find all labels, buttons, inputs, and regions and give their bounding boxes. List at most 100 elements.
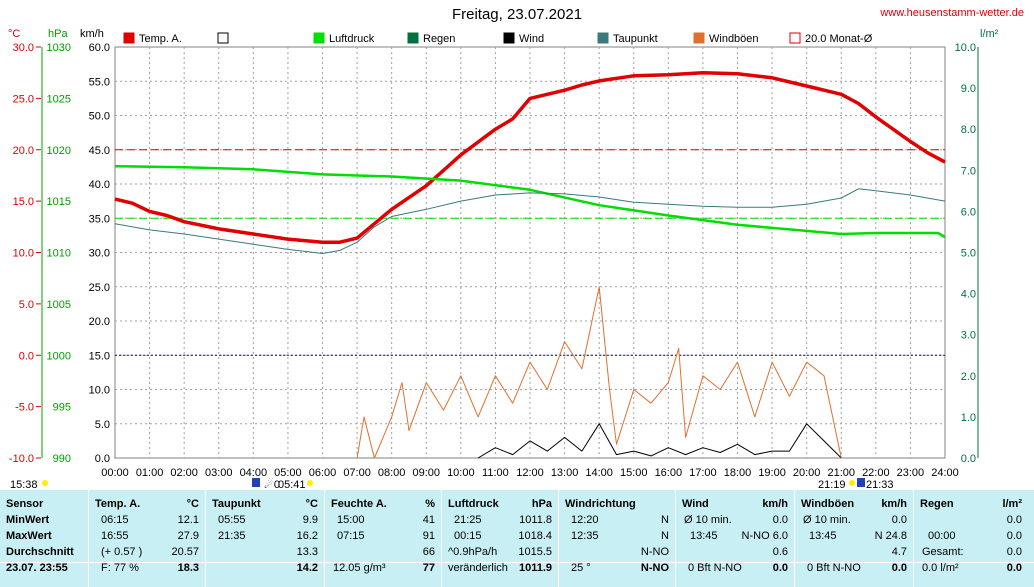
time-tick-label: 17:00 — [689, 467, 717, 479]
wind-tick-label: 40.0 — [89, 179, 110, 191]
time-tick-label: 24:00 — [931, 467, 959, 479]
legend-swatch — [503, 32, 515, 44]
time-tick-label: 14:00 — [585, 467, 613, 479]
stats-col-humidity: Feuchte A. % 15:00 41 07:15 91 66 12.05 … — [325, 490, 441, 587]
col-divider — [88, 490, 89, 587]
time-tick-label: 13:00 — [551, 467, 579, 479]
gusts-header: Windböen — [801, 498, 855, 510]
pressure-avg-value: 1015.5 — [518, 546, 552, 558]
gusts-avg-value: 4.7 — [891, 546, 907, 558]
pressure-tick-label: 1020 — [47, 145, 71, 157]
temp-tick-label: -10.0 — [9, 453, 34, 465]
wind-header: Wind — [682, 498, 709, 510]
time-tick-label: 06:00 — [309, 467, 337, 479]
rain-max-time: 00:00 — [928, 530, 956, 542]
wind-tick-label: 45.0 — [89, 145, 110, 157]
pressure-trend: ^0.9hPa/h — [448, 546, 498, 558]
temp-tick-label: 20.0 — [13, 145, 34, 157]
wind-unit-label: km/h — [80, 28, 104, 40]
temp-unit-label: °C — [8, 28, 20, 40]
pressure-tick-label: 1025 — [47, 93, 71, 105]
rain-tick-label: 0.0 — [961, 453, 976, 465]
wind-max-value: N-NO 6.0 — [741, 530, 788, 542]
sunrise-marker: ☄0 — [264, 478, 280, 490]
site-url[interactable]: www.heusenstamm-wetter.de — [880, 7, 1024, 19]
legend-label: 20.0 Monat-Ø — [805, 33, 873, 45]
pressure-tick-label: 995 — [53, 402, 71, 414]
chart-axes: 00:00 01:00 02:00 03:00 04:00 05:00 06:00 07:00… — [8, 28, 999, 490]
time-tick-label: 11:00 — [482, 467, 509, 479]
pressure-max-value: 1018.4 — [518, 530, 552, 542]
chart-legend: Temp. A. Luftdruck Regen Wind Taupunkt Windbö… — [123, 32, 873, 45]
pressure-header: Luftdruck — [448, 498, 499, 510]
time-tick-label: 21:00 — [827, 467, 855, 479]
pressure-tick-label: 990 — [53, 453, 71, 465]
winddir-max-time: 12:35 — [571, 530, 599, 542]
pressure-tick-label: 1000 — [47, 350, 71, 362]
time-tick-label: 23:00 — [897, 467, 925, 479]
legend-swatch — [693, 32, 705, 44]
wind-tick-label: 20.0 — [89, 316, 110, 328]
wind-tick-label: 25.0 — [89, 282, 110, 294]
sensor-header: Sensor — [6, 498, 44, 510]
temp-max-value: 27.9 — [177, 530, 199, 542]
wind-tick-label: 5.0 — [95, 419, 110, 431]
stats-col-winddir: Windrichtung 12:20 N 12:35 N N-NO 25 ° N… — [559, 490, 675, 587]
gusts-max-time: 13:45 — [809, 530, 837, 542]
col-divider — [205, 490, 206, 587]
gusts-current-value: 0.0 — [891, 562, 907, 574]
wind-tick-label: 60.0 — [89, 42, 110, 54]
time-tick-label: 07:00 — [343, 467, 371, 479]
temp-unit: °C — [186, 498, 199, 510]
temp-min-time: 06:15 — [101, 514, 129, 526]
dewpoint-max-time: 21:35 — [218, 530, 246, 542]
page-title: Freitag, 23.07.2021 — [451, 6, 583, 23]
time-tick-label: 22:00 — [862, 467, 890, 479]
humidity-header: Feuchte A. — [331, 498, 387, 510]
temp-tick-label: 5.0 — [19, 299, 34, 311]
series-windb-en — [356, 286, 842, 459]
sun-dot — [42, 480, 48, 486]
pressure-forecast: veränderlich — [448, 562, 508, 574]
legend-label: Wind — [519, 33, 544, 45]
sunset-icon — [857, 478, 865, 487]
pressure-tick-label: 1005 — [47, 299, 71, 311]
temp-tick-label: 25.0 — [13, 93, 34, 105]
legend-label: Taupunkt — [613, 33, 658, 45]
rain-tick-label: 5.0 — [961, 248, 976, 260]
rain-unit: l/m² — [1002, 498, 1022, 510]
rain-current-value: 0.0 — [1006, 562, 1022, 574]
series-wind — [477, 423, 842, 459]
rain-total-label: Gesamt: — [922, 546, 964, 558]
legend-label: Windböen — [709, 33, 759, 45]
time-tick-label: 09:00 — [412, 467, 440, 479]
time-tick-label: 20:00 — [793, 467, 821, 479]
legend-swatch — [313, 32, 325, 44]
temp-avg-delta: (+ 0.57 ) — [101, 546, 143, 558]
dewpoint-max-value: 16.2 — [296, 530, 318, 542]
time-tick-label: 05:00 — [274, 467, 302, 479]
sunrise-time: 05:41 — [278, 479, 306, 490]
winddir-header: Windrichtung — [565, 498, 636, 510]
stats-col-temp: Temp. A. °C 06:15 12.1 16:55 27.9 (+ 0.5… — [89, 490, 205, 587]
time-tick-label: 10:00 — [447, 467, 475, 479]
stats-panel: Sensor MinWert MaxWert Durchschnitt 23.0… — [0, 490, 1034, 587]
pressure-tick-label: 1010 — [47, 248, 71, 260]
dewpoint-min-value: 9.9 — [302, 514, 318, 526]
rain-min-value: 0.0 — [1006, 514, 1022, 526]
time-tick-label: 08:00 — [378, 467, 406, 479]
stats-col-gusts: Windböen km/h Ø 10 min. 0.0 13:45 N 24.8… — [795, 490, 913, 587]
winddir-min-value: N — [661, 514, 669, 526]
humidity-absolute: 12.05 g/m³ — [333, 562, 386, 574]
time-tick-label: 16:00 — [655, 467, 683, 479]
stats-col-rain: Regen l/m² 0.0 00:00 0.0 Gesamt: 0.0 0.0… — [914, 490, 1034, 587]
pressure-tick-label: 1030 — [47, 42, 71, 54]
sun-dot — [849, 480, 855, 486]
humidity-min-time: 15:00 — [337, 514, 365, 526]
legend-swatch — [217, 32, 229, 44]
chart-plots — [114, 70, 946, 459]
humidity-avg-value: 66 — [422, 546, 435, 558]
wind-max-time: 13:45 — [690, 530, 718, 542]
wind-tick-label: 55.0 — [89, 76, 110, 88]
time-tick-label: 18:00 — [724, 467, 752, 479]
